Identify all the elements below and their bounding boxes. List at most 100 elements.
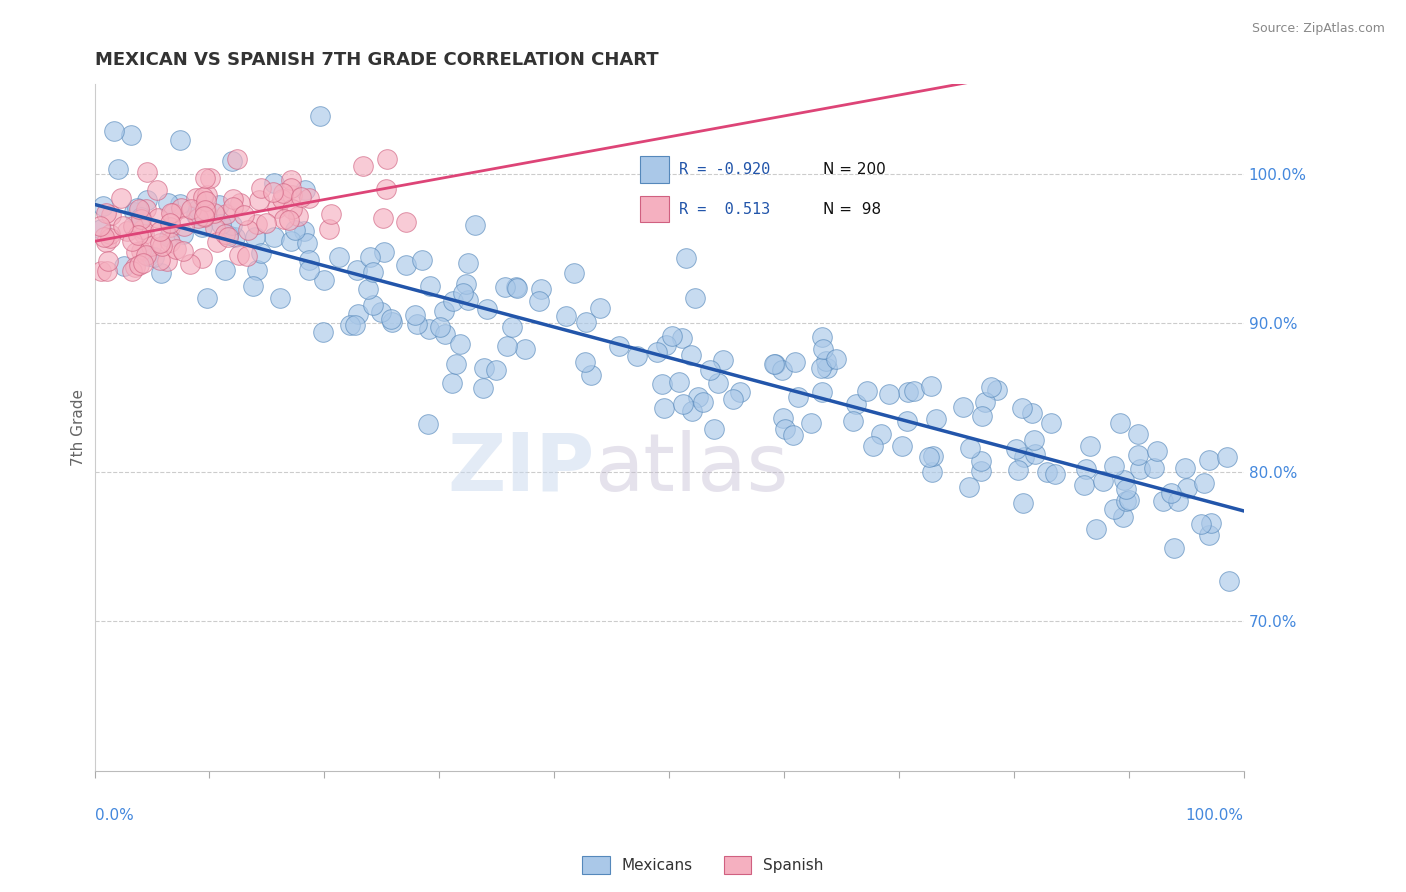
Point [94, 206, 117, 220]
Point [562, 266, 585, 280]
Point [294, 183, 316, 197]
Point [1160, 486, 1182, 500]
Point [139, 239, 162, 253]
Bar [640, 156, 669, 183]
Point [703, 422, 725, 436]
Point [221, 218, 243, 232]
Point [1115, 482, 1137, 496]
Point [125, 201, 148, 215]
Point [800, 417, 823, 431]
Point [692, 394, 714, 409]
Point [131, 210, 153, 224]
Point [148, 211, 170, 225]
Point [896, 413, 918, 427]
Point [891, 439, 914, 453]
Point [1109, 416, 1132, 430]
Point [207, 198, 229, 212]
Point [607, 339, 630, 353]
Point [91, 199, 114, 213]
Point [280, 235, 302, 249]
Point [221, 154, 243, 169]
Point [922, 449, 945, 463]
Point [343, 318, 366, 332]
Point [187, 202, 209, 216]
Point [115, 224, 138, 238]
Point [782, 428, 804, 442]
Point [217, 228, 239, 243]
Point [1126, 427, 1149, 442]
Point [271, 192, 294, 206]
Point [136, 249, 159, 263]
Point [262, 185, 284, 199]
Point [1043, 467, 1066, 482]
Text: N =  98: N = 98 [823, 202, 882, 217]
Point [170, 201, 193, 215]
Point [93, 230, 115, 244]
Point [295, 235, 318, 250]
Point [232, 208, 254, 222]
Point [970, 464, 993, 478]
Point [195, 187, 218, 202]
Point [451, 286, 474, 301]
Point [825, 351, 848, 366]
Point [128, 202, 150, 216]
Point [132, 256, 155, 270]
Point [162, 206, 184, 220]
Point [173, 219, 195, 233]
Point [921, 465, 943, 479]
Point [513, 342, 536, 356]
Point [122, 219, 145, 234]
Point [440, 376, 463, 390]
Point [505, 280, 527, 294]
Point [312, 326, 335, 340]
Point [184, 191, 207, 205]
Point [242, 278, 264, 293]
Point [501, 320, 523, 334]
Point [359, 250, 381, 264]
Point [679, 348, 702, 362]
Point [243, 230, 266, 244]
Point [457, 255, 479, 269]
Point [321, 207, 343, 221]
Point [194, 194, 217, 209]
Point [811, 329, 834, 343]
Point [589, 301, 612, 316]
Point [1102, 502, 1125, 516]
Point [1163, 541, 1185, 555]
Point [877, 386, 900, 401]
Point [1201, 516, 1223, 530]
Point [169, 133, 191, 147]
Point [190, 252, 212, 266]
Point [786, 390, 808, 404]
Point [370, 305, 392, 319]
Point [1174, 461, 1197, 475]
Point [152, 238, 174, 252]
Point [190, 220, 212, 235]
Point [100, 227, 122, 242]
Point [135, 202, 157, 216]
Point [1021, 406, 1043, 420]
Point [100, 208, 122, 222]
Point [527, 294, 550, 309]
Point [328, 250, 350, 264]
Point [1085, 522, 1108, 536]
Point [352, 159, 374, 173]
Point [770, 363, 793, 377]
Point [187, 211, 209, 225]
Point [229, 195, 252, 210]
Point [1129, 462, 1152, 476]
Point [1024, 447, 1046, 461]
Point [135, 193, 157, 207]
Point [169, 197, 191, 211]
Point [186, 208, 208, 222]
Point [312, 272, 335, 286]
Point [1194, 475, 1216, 490]
Point [672, 396, 695, 410]
Point [381, 315, 404, 329]
Point [120, 128, 142, 142]
Point [90, 222, 112, 236]
Point [661, 329, 683, 343]
Text: atlas: atlas [595, 430, 789, 508]
Point [339, 318, 361, 332]
Point [107, 162, 129, 177]
